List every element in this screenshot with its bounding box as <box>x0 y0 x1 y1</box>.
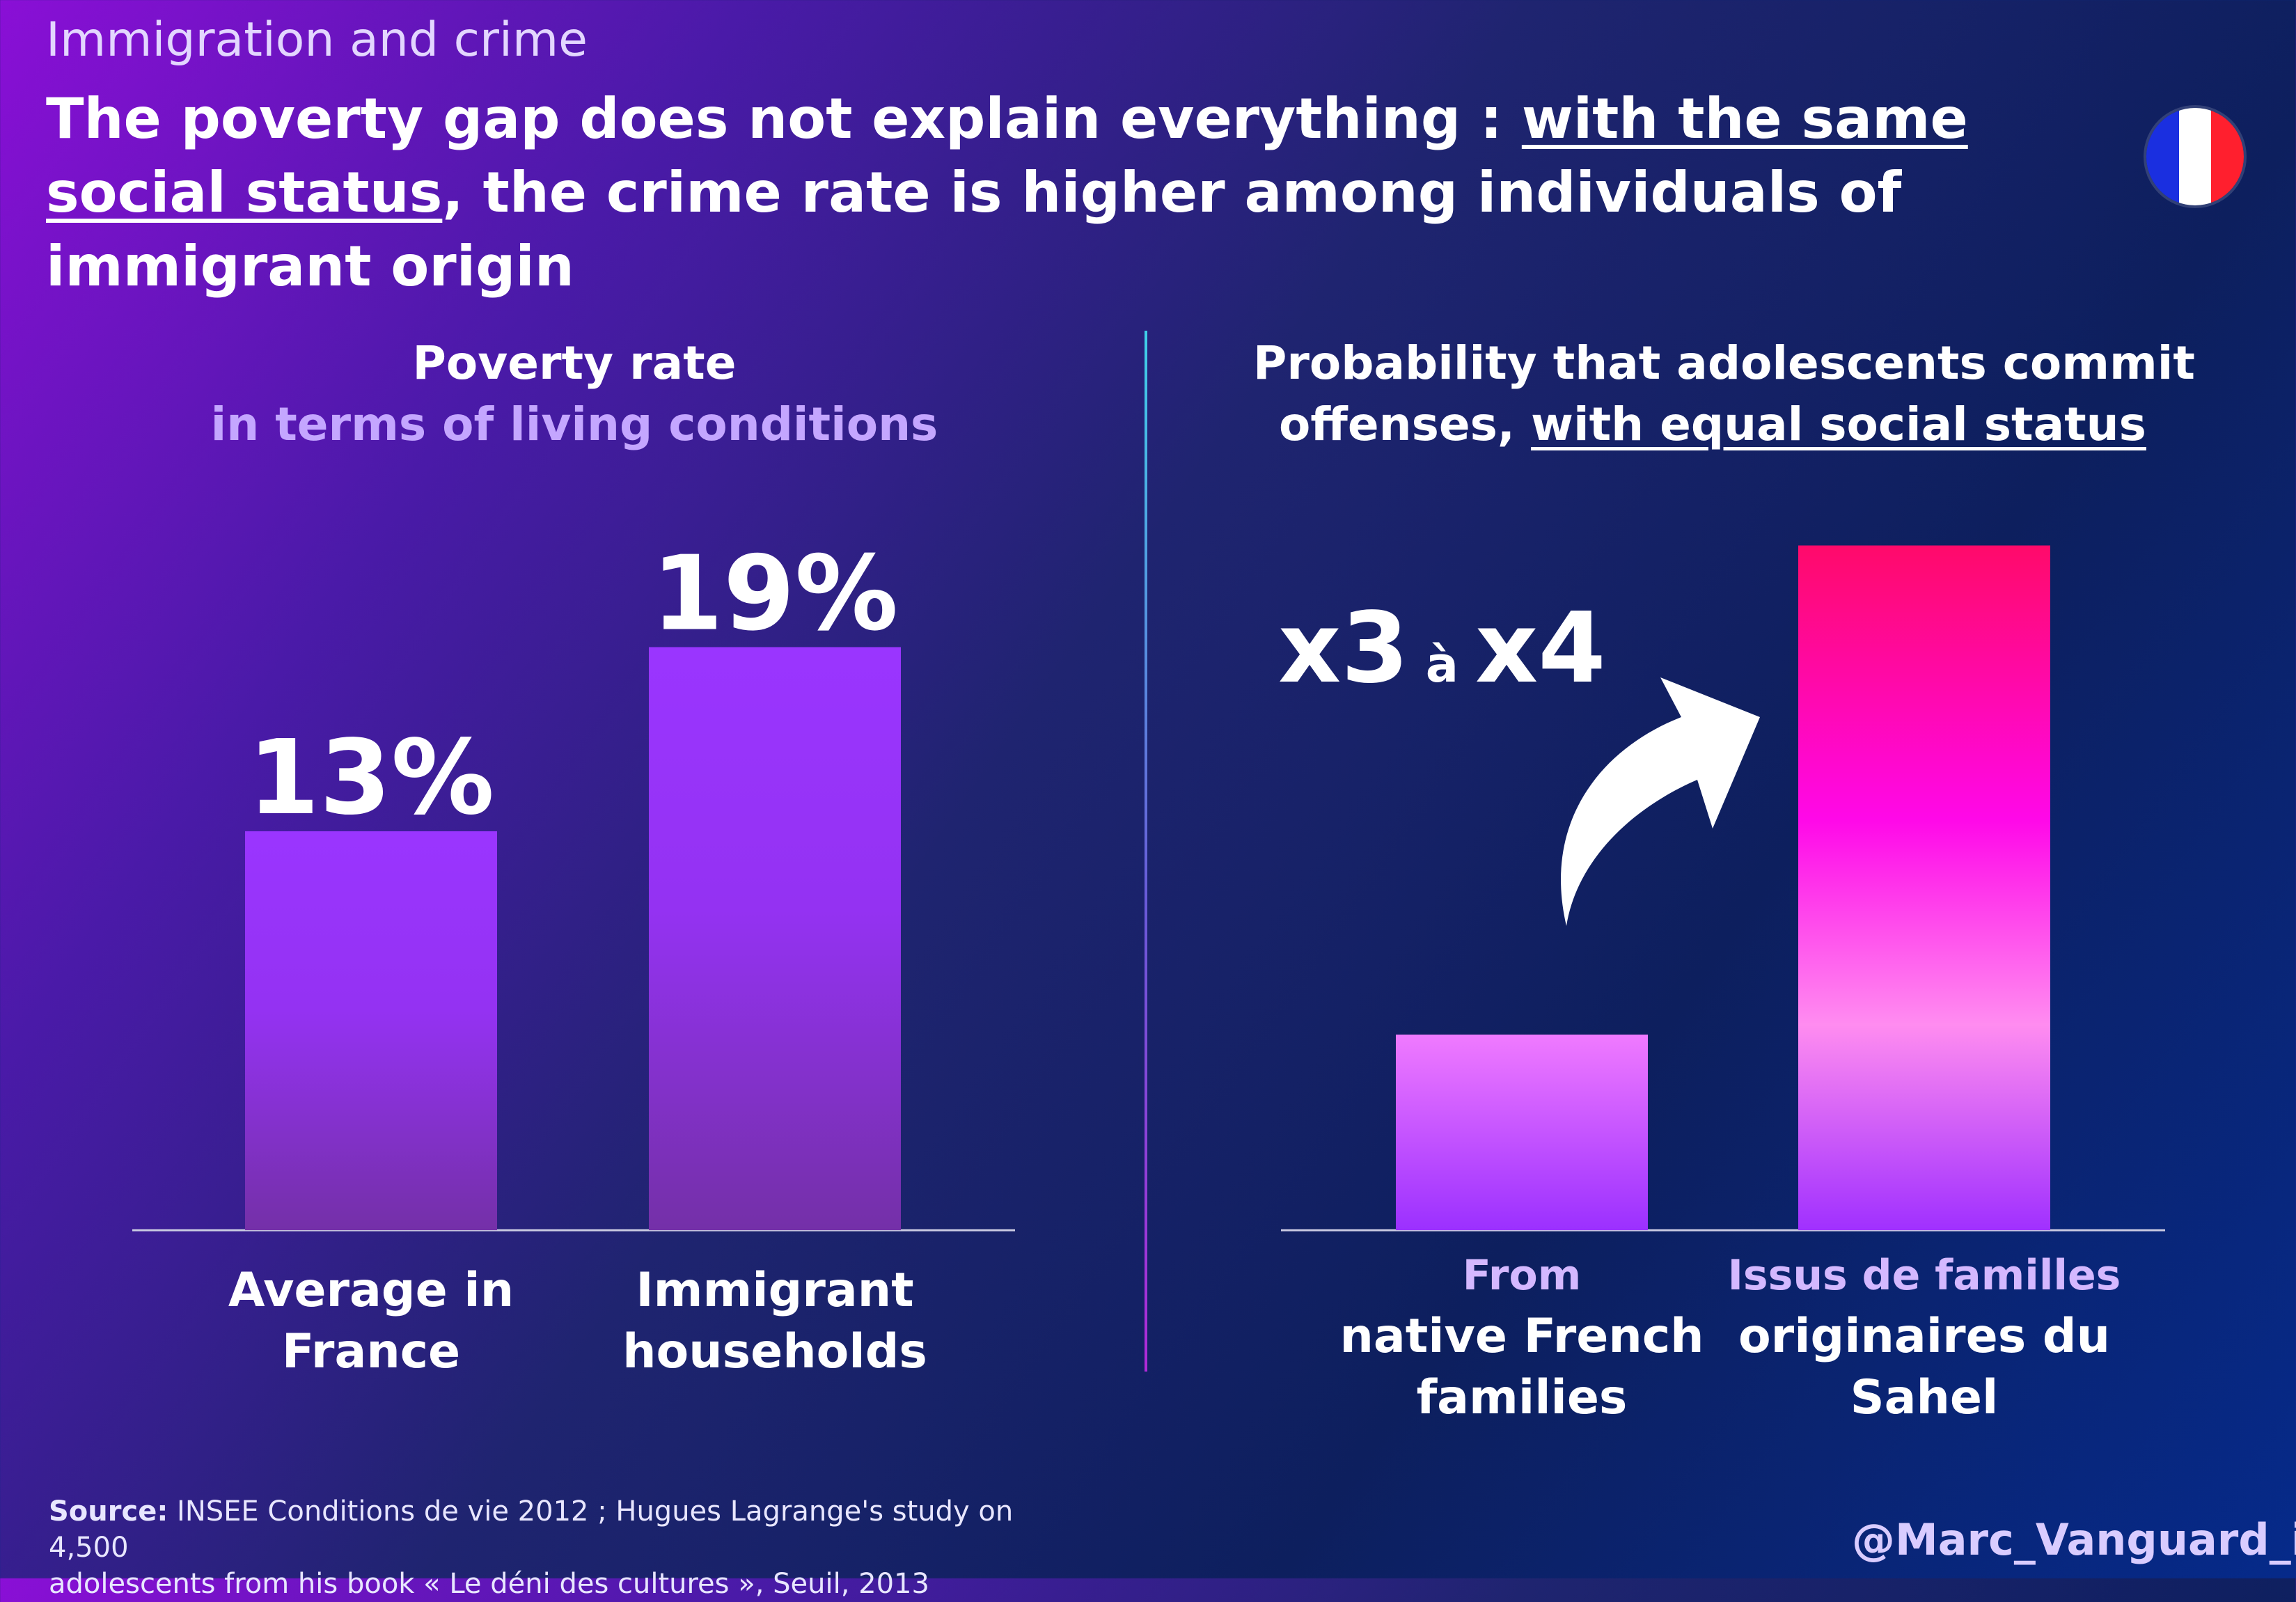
bar-2 <box>1798 545 2050 1230</box>
multiplier-label: x3 à x4 <box>1278 592 1606 705</box>
multiplier-high: x4 <box>1475 592 1606 705</box>
category-line: Issus de familles <box>1727 1251 2121 1300</box>
headline-part-2: , the crime rate is higher among individ… <box>46 160 1902 299</box>
right-panel-title: Probability that adolescents commit offe… <box>1253 333 2195 455</box>
category-line: native French <box>1339 1309 1704 1364</box>
source-note: Source: INSEE Conditions de vie 2012 ; H… <box>49 1493 1093 1602</box>
category-line: France <box>281 1324 461 1379</box>
right-title-underlined: with equal social status <box>1530 398 2146 451</box>
bar-1 <box>245 831 497 1230</box>
panel-divider <box>1145 331 1147 1372</box>
source-text-1: INSEE Conditions de vie 2012 ; Hugues La… <box>49 1495 1014 1564</box>
left-subtitle-line: in terms of living conditions <box>210 398 938 451</box>
multiplier-separator: à <box>1425 636 1458 693</box>
kicker-label: Immigration and crime <box>46 13 588 68</box>
category-line: originaires du <box>1738 1309 2111 1364</box>
flag-stripe-white <box>2178 108 2212 205</box>
right-title-line-2: offenses, with equal social status <box>1253 394 2172 455</box>
category-line: families <box>1416 1370 1628 1425</box>
source-label: Source: <box>49 1495 168 1528</box>
curved-arrow-icon <box>1561 677 1760 926</box>
right-title-plain: offenses, <box>1279 398 1531 451</box>
source-line-1: Source: INSEE Conditions de vie 2012 ; H… <box>49 1493 1093 1566</box>
bar-2 <box>649 647 901 1230</box>
category-line: From <box>1462 1251 1582 1300</box>
author-handle: @Marc_Vanguard_i <box>1852 1514 2296 1565</box>
multiplier-low: x3 <box>1278 592 1409 705</box>
poverty-chart: 13% 19% <box>132 533 1015 1232</box>
value-label-2: 19% <box>652 533 898 653</box>
headline: The poverty gap does not explain everyth… <box>46 82 2121 304</box>
flag-stripe-red <box>2211 108 2244 205</box>
left-title-line: Poverty rate <box>412 336 737 390</box>
right-title-line-1: Probability that adolescents commit <box>1253 336 2195 390</box>
category-line: households <box>622 1324 927 1379</box>
bar-1 <box>1396 1035 1648 1230</box>
category-line: Average in <box>228 1263 514 1318</box>
category-label-1-1: Average in France <box>176 1260 566 1383</box>
value-label-1: 13% <box>248 718 494 838</box>
headline-part-1: The poverty gap does not explain everyth… <box>46 86 1522 151</box>
category-label-1-2: Immigrant households <box>580 1260 970 1383</box>
flag-stripe-blue <box>2146 108 2179 205</box>
france-flag-icon <box>2146 108 2244 205</box>
category-label-2-1: From native French families <box>1299 1245 1745 1429</box>
category-label-2-2: Issus de familles originaires du Sahel <box>1701 1245 2147 1429</box>
headline-underlined: with the same social status <box>46 86 1968 225</box>
source-line-2: adolescents from his book « Le déni des … <box>49 1568 929 1600</box>
category-line: Sahel <box>1850 1370 1999 1425</box>
category-line: Immigrant <box>636 1263 914 1318</box>
left-panel-title: Poverty rate in terms of living conditio… <box>125 333 1023 455</box>
